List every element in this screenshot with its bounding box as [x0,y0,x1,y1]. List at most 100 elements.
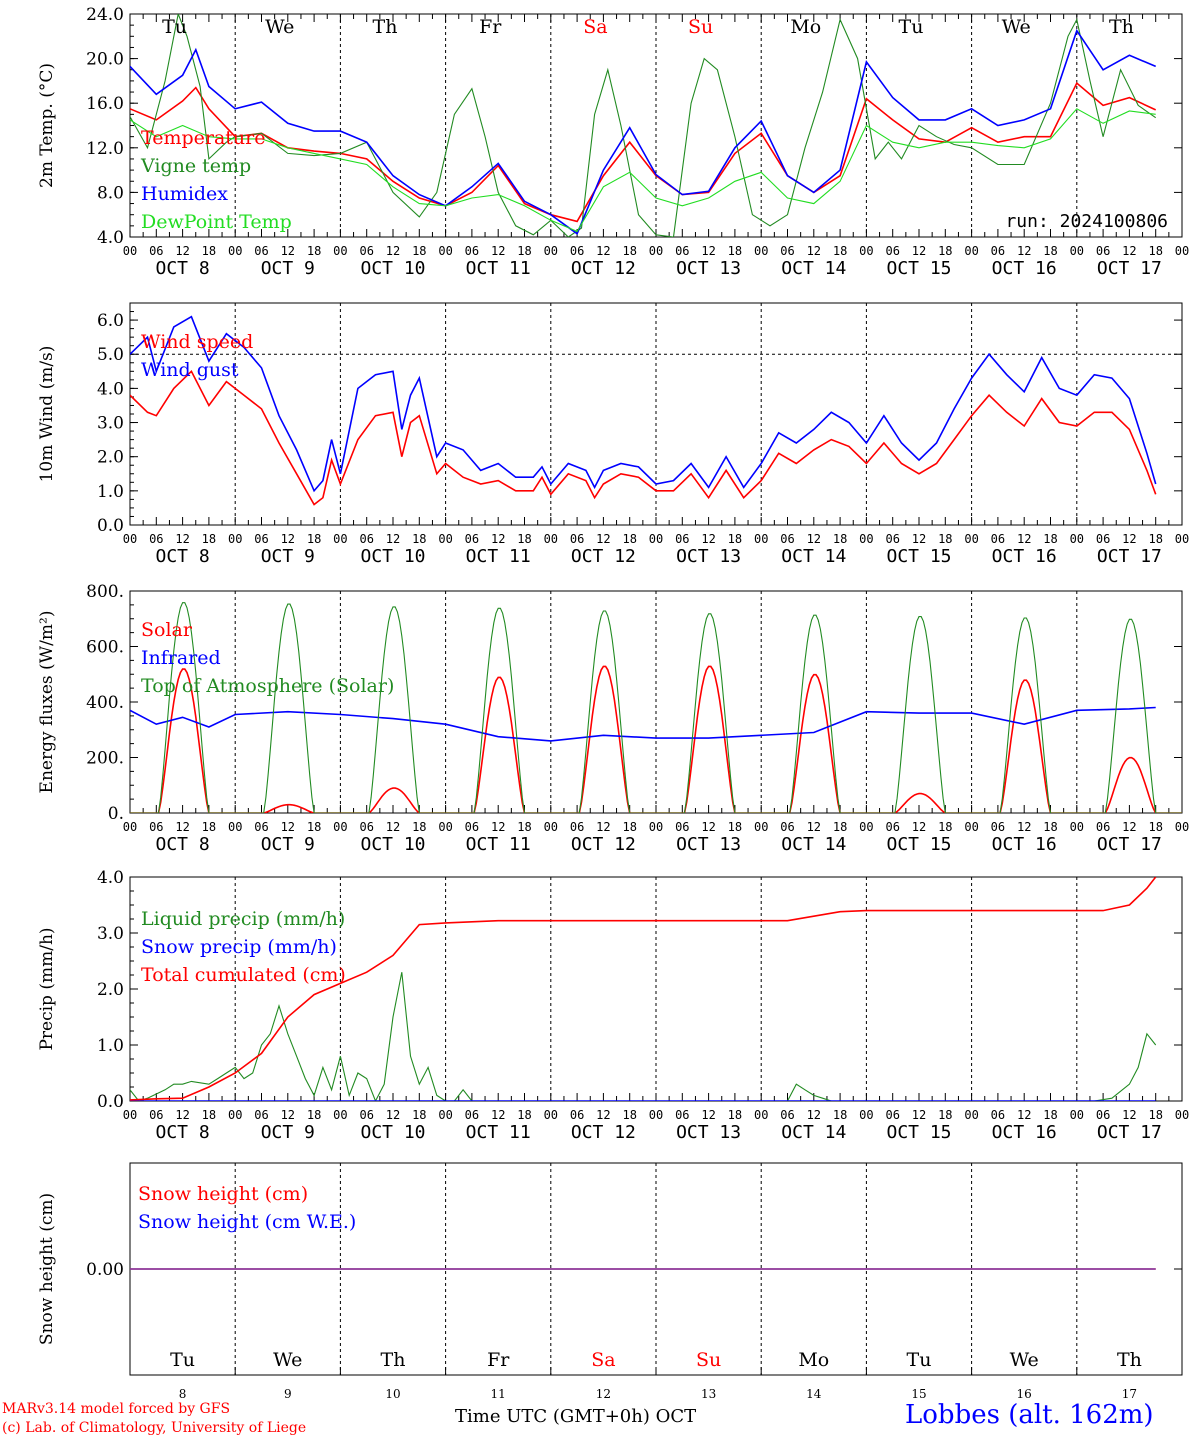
hour-tick-label: 06 [675,1108,689,1122]
hour-tick-label: 06 [465,820,479,834]
legend-entry: Wind gust [141,359,239,381]
hour-tick-label: 00 [333,532,347,546]
hour-tick-label: 06 [359,532,373,546]
y-axis-label: 2m Temp. (°C) [37,63,57,188]
hour-tick-label: 12 [701,244,715,258]
hour-tick-label: 06 [254,244,268,258]
y-tick-label: 400. [86,693,124,713]
hour-tick-label: 00 [1175,1108,1189,1122]
hour-tick-label: 12 [1122,820,1136,834]
hour-tick-label: 12 [281,532,295,546]
series-line-wind-speed [130,369,1157,506]
hour-tick-label: 18 [307,820,321,834]
y-tick-label: 2.0 [97,980,124,1000]
hour-tick-label: 00 [649,244,663,258]
hour-tick-label: 18 [622,1108,636,1122]
date-tick-label: OCT 11 [466,546,531,567]
hour-tick-label: 00 [754,532,768,546]
y-tick-label: 0. [108,804,124,824]
y-tick-label: 16.0 [86,94,124,114]
day-number-label: 12 [596,1387,611,1401]
hour-tick-label: 12 [1017,244,1031,258]
y-tick-label: 2.0 [97,448,124,468]
hour-tick-label: 00 [438,244,452,258]
hour-tick-label: 12 [1017,1108,1031,1122]
hour-tick-label: 12 [596,1108,610,1122]
hour-tick-label: 12 [1017,532,1031,546]
day-number-label: 9 [284,1387,292,1401]
hour-tick-label: 00 [228,820,242,834]
date-tick-label: OCT 15 [886,258,951,279]
series-line-solar [130,665,1182,813]
hour-tick-label: 12 [912,1108,926,1122]
hour-tick-label: 18 [728,244,742,258]
series-line-vigne-temp [130,14,1157,237]
date-tick-label: OCT 17 [1097,258,1162,279]
weekday-label-top: Mo [790,16,821,38]
series-line-total-cumulated-cm- [130,877,1157,1101]
legend-entry: Wind speed [141,331,253,353]
hour-tick-label: 00 [123,244,137,258]
hour-tick-label: 12 [491,1108,505,1122]
hour-tick-label: 18 [202,820,216,834]
hour-tick-label: 06 [675,244,689,258]
hour-tick-label: 00 [1175,532,1189,546]
hour-tick-label: 00 [649,820,663,834]
y-tick-label: 800. [86,582,124,602]
hour-tick-label: 00 [228,1108,242,1122]
date-tick-label: OCT 15 [886,1122,951,1143]
day-number-label: 13 [701,1387,716,1401]
hour-tick-label: 00 [649,1108,663,1122]
date-tick-label: OCT 12 [571,1122,636,1143]
hour-tick-label: 06 [675,820,689,834]
hour-tick-label: 18 [1043,820,1057,834]
weekday-label-top: Th [373,16,398,38]
y-axis-label: Energy fluxes (W/m²) [37,611,57,794]
weekday-label-top: Su [688,16,713,38]
hour-tick-label: 00 [544,1108,558,1122]
hour-tick-label: 12 [175,1108,189,1122]
hour-tick-label: 06 [885,244,899,258]
series-line-dewpoint-temp [130,108,1156,233]
date-tick-label: OCT 15 [886,546,951,567]
date-tick-label: OCT 8 [156,258,210,279]
hour-tick-label: 18 [622,244,636,258]
hour-tick-label: 06 [254,1108,268,1122]
y-tick-label: 0.0 [97,516,124,536]
weekday-label-top: Fr [479,16,502,38]
hour-tick-label: 18 [833,244,847,258]
hour-tick-label: 00 [228,244,242,258]
hour-tick-label: 18 [938,820,952,834]
hour-tick-label: 18 [517,244,531,258]
hour-tick-label: 18 [1148,532,1162,546]
hour-tick-label: 00 [1070,820,1084,834]
hour-tick-label: 12 [596,532,610,546]
hour-tick-label: 06 [885,820,899,834]
hour-tick-label: 00 [964,820,978,834]
hour-tick-label: 06 [465,244,479,258]
y-tick-label: 12.0 [86,139,124,159]
hour-tick-label: 18 [1148,244,1162,258]
hour-tick-label: 06 [465,1108,479,1122]
hour-tick-label: 06 [359,1108,373,1122]
series-line-top-of-atmosphere-solar- [130,602,1182,813]
hour-tick-label: 06 [570,1108,584,1122]
y-tick-label: 8.0 [97,183,124,203]
hour-tick-label: 12 [491,820,505,834]
series-line-infrared [130,706,1156,742]
y-tick-label: 0.00 [86,1260,124,1280]
hour-tick-label: 18 [307,1108,321,1122]
hour-tick-label: 12 [701,532,715,546]
date-tick-label: OCT 16 [992,1122,1057,1143]
model-credit: MARv3.14 model forced by GFS (c) Lab. of… [2,1400,306,1438]
hour-tick-label: 06 [675,532,689,546]
panel-wind: 00 06 12 18 00 06 12 18 00 06 12 18 00 06 12 18 00 06 12 18… [37,302,1189,567]
hour-tick-label: 12 [386,820,400,834]
hour-tick-label: 12 [912,532,926,546]
hour-tick-label: 06 [991,1108,1005,1122]
hour-tick-label: 18 [728,532,742,546]
legend-entry: Top of Atmosphere (Solar) [141,675,394,697]
day-number-label: 14 [806,1387,822,1401]
hour-tick-label: 18 [728,820,742,834]
hour-tick-label: 00 [1070,532,1084,546]
